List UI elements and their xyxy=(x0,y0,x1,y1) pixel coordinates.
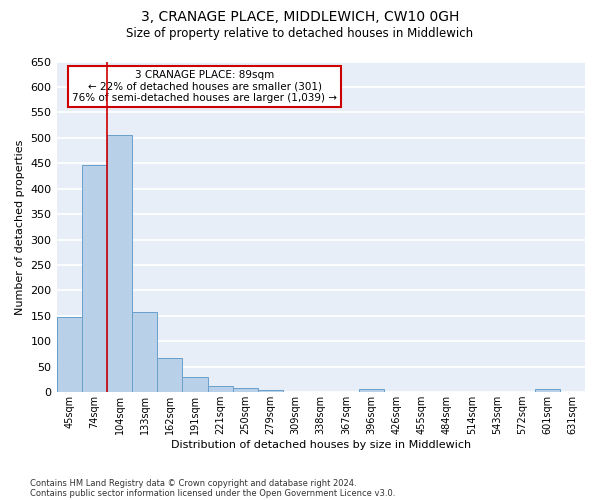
Bar xyxy=(107,135,132,392)
Text: Size of property relative to detached houses in Middlewich: Size of property relative to detached ho… xyxy=(127,28,473,40)
Bar xyxy=(132,312,157,392)
Y-axis label: Number of detached properties: Number of detached properties xyxy=(15,139,25,314)
Bar xyxy=(208,386,233,392)
Bar xyxy=(182,377,208,392)
X-axis label: Distribution of detached houses by size in Middlewich: Distribution of detached houses by size … xyxy=(171,440,471,450)
Bar xyxy=(359,389,383,392)
Bar xyxy=(535,389,560,392)
Text: 3 CRANAGE PLACE: 89sqm
← 22% of detached houses are smaller (301)
76% of semi-de: 3 CRANAGE PLACE: 89sqm ← 22% of detached… xyxy=(72,70,337,103)
Bar xyxy=(233,388,258,392)
Text: Contains public sector information licensed under the Open Government Licence v3: Contains public sector information licen… xyxy=(30,488,395,498)
Bar xyxy=(56,318,82,392)
Bar xyxy=(258,390,283,392)
Text: 3, CRANAGE PLACE, MIDDLEWICH, CW10 0GH: 3, CRANAGE PLACE, MIDDLEWICH, CW10 0GH xyxy=(141,10,459,24)
Bar xyxy=(157,358,182,392)
Bar xyxy=(82,165,107,392)
Text: Contains HM Land Registry data © Crown copyright and database right 2024.: Contains HM Land Registry data © Crown c… xyxy=(30,478,356,488)
